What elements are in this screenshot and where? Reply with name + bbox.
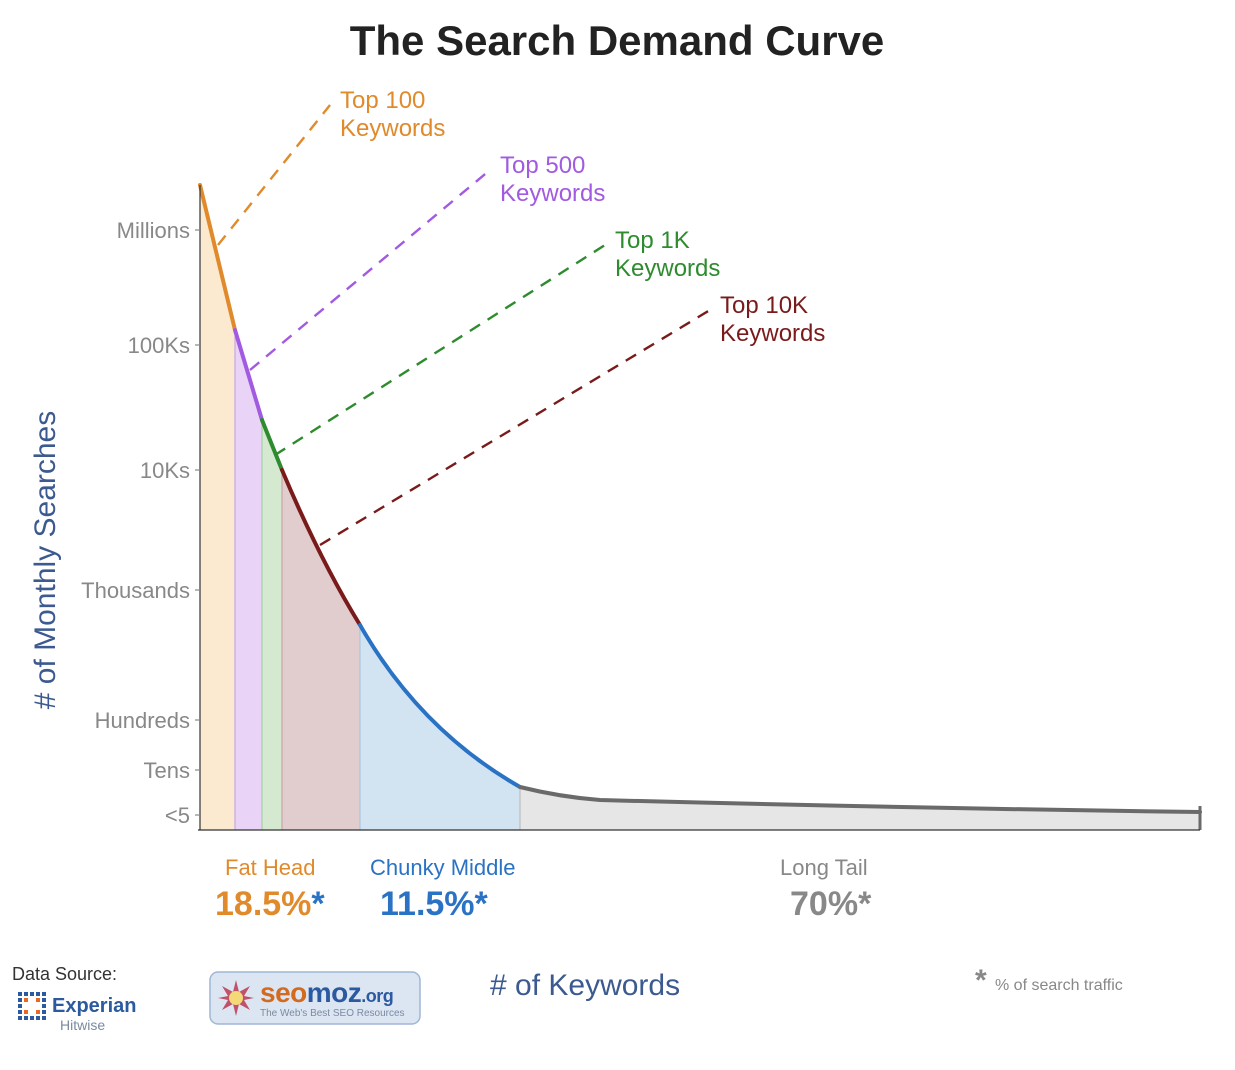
region-fat-head-star: * <box>311 885 325 923</box>
region-chunky-label: Chunky Middle <box>370 855 516 880</box>
x-axis-title: # of Keywords <box>490 969 680 1002</box>
y-ticks: Millions 100Ks 10Ks Thousands Hundreds T… <box>81 218 190 828</box>
callout-top500-l1: Top 500 <box>500 152 585 179</box>
ytick-thousands: Thousands <box>81 578 190 603</box>
y-tick-marks <box>195 230 200 815</box>
callout-top100-l2: Keywords <box>340 115 445 142</box>
callout-top10k-l1: Top 10K <box>720 292 808 319</box>
footnote-text: % of search traffic <box>995 977 1123 994</box>
callout-top1k-l2: Keywords <box>615 255 720 282</box>
region-labels: Fat Head 18.5%* Chunky Middle 11.5%* Lon… <box>215 855 872 923</box>
experian-logo-text: Experian <box>52 995 136 1017</box>
region-fat-head-pct-group: 18.5%* <box>215 885 325 923</box>
region-chunky-star: * <box>475 885 489 923</box>
area-top1k <box>262 420 282 830</box>
region-chunky-pct: 11.5% <box>380 885 475 923</box>
ytick-100ks: 100Ks <box>128 333 190 358</box>
region-longtail-star: * <box>858 885 872 923</box>
ytick-hundreds: Hundreds <box>95 708 190 733</box>
region-chunky-pct-group: 11.5%* <box>380 885 489 923</box>
data-source-label: Data Source: <box>12 964 117 984</box>
callout-labels: Top 100 Keywords Top 500 Keywords Top 1K… <box>340 87 825 347</box>
callout-top500-l2: Keywords <box>500 180 605 207</box>
ytick-tens: Tens <box>144 758 190 783</box>
area-longtail <box>520 787 1200 830</box>
region-longtail-pct-group: 70%* <box>790 885 872 923</box>
hitwise-logo-text: Hitwise <box>60 1017 105 1033</box>
ytick-millions: Millions <box>117 218 190 243</box>
data-source: Data Source: Experian Hitwise <box>12 964 136 1033</box>
y-axis-title: # of Monthly Searches <box>29 411 62 710</box>
seomoz-logo: seomoz.org The Web's Best SEO Resources <box>210 972 420 1024</box>
footnote-star: * <box>975 964 987 997</box>
experian-logo-mark <box>18 992 46 1020</box>
ytick-10ks: 10Ks <box>140 458 190 483</box>
region-longtail-pct: 70% <box>790 885 858 923</box>
ytick-lt5: <5 <box>165 803 190 828</box>
callout-top1k-l1: Top 1K <box>615 227 690 254</box>
callouts <box>218 105 710 545</box>
seomoz-tagline: The Web's Best SEO Resources <box>260 1008 405 1019</box>
chart-title: The Search Demand Curve <box>350 17 885 64</box>
area-top100 <box>200 185 235 830</box>
callout-top10k-l2: Keywords <box>720 320 825 347</box>
callout-top100-l1: Top 100 <box>340 87 425 114</box>
area-top10k <box>282 470 360 830</box>
region-longtail-label: Long Tail <box>780 855 868 880</box>
region-fat-head-label: Fat Head <box>225 855 316 880</box>
region-fat-head-pct: 18.5% <box>215 885 311 923</box>
footnote: * % of search traffic <box>975 964 1123 997</box>
